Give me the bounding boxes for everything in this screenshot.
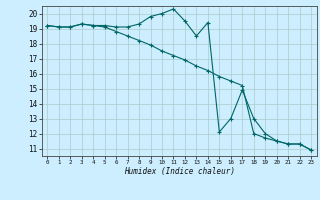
- X-axis label: Humidex (Indice chaleur): Humidex (Indice chaleur): [124, 167, 235, 176]
